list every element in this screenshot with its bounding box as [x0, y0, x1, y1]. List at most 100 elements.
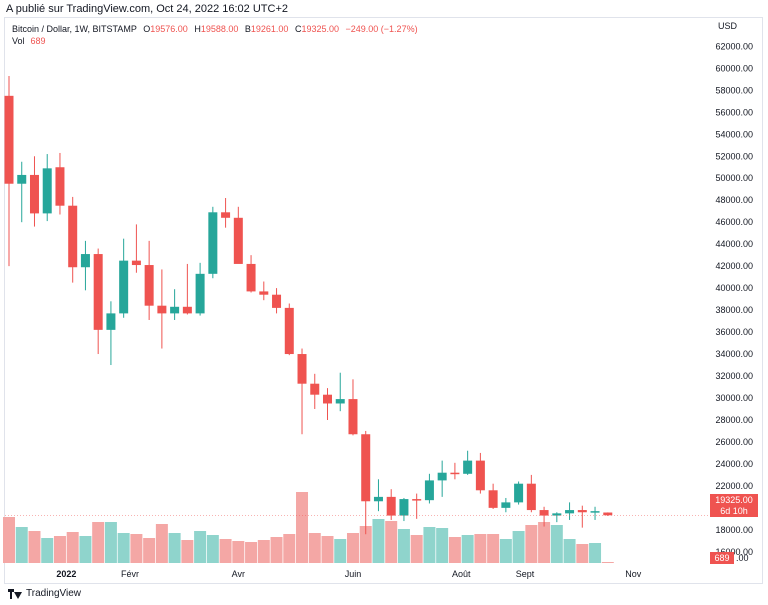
- volume-bar: [79, 536, 92, 563]
- volume-bar: [194, 531, 207, 563]
- price-tick-label: 24000.00: [715, 459, 753, 469]
- price-tick-label: 36000.00: [715, 327, 753, 337]
- volume-bar: [168, 533, 181, 563]
- price-tick-label: 30000.00: [715, 393, 753, 403]
- symbol-label: Bitcoin / Dollar, 1W, BITSTAMP: [12, 24, 137, 34]
- tradingview-logo-icon: [8, 588, 22, 599]
- open-value: 19576.00: [150, 24, 188, 34]
- brand-name: TradingView: [26, 588, 82, 599]
- low-value: 19261.00: [250, 24, 289, 34]
- currency-label: USD: [718, 21, 738, 31]
- volume-bar: [143, 538, 156, 563]
- volume-bar: [28, 531, 41, 563]
- candle-body: [399, 499, 409, 516]
- volume-bar: [346, 533, 359, 563]
- candle-body: [157, 305, 167, 314]
- volume-bar: [512, 531, 525, 563]
- volume-bar: [563, 539, 576, 563]
- price-tick-label: 44000.00: [715, 239, 753, 249]
- candle-body: [55, 167, 65, 206]
- candle-body: [323, 394, 332, 404]
- volume-bar: [589, 543, 602, 563]
- candle-body: [68, 205, 78, 268]
- time-tick-label: 2022: [56, 569, 76, 579]
- bar-countdown: 6d 10h: [720, 506, 748, 516]
- volume-bar: [232, 541, 245, 563]
- volume-bar: [270, 537, 283, 563]
- candle-body: [42, 168, 52, 214]
- time-tick-label: Févr: [121, 569, 139, 579]
- candle-body: [284, 307, 294, 355]
- volume-bar: [385, 521, 398, 563]
- volume-label: Vol: [12, 36, 25, 46]
- candle-body: [106, 313, 116, 330]
- price-tick-label: 46000.00: [715, 217, 753, 227]
- time-tick-label: Août: [452, 569, 471, 579]
- candle-body: [475, 460, 485, 491]
- candle-body: [437, 472, 447, 481]
- candle-body: [603, 512, 613, 516]
- change-value: −249.00 (−1.27%): [345, 24, 418, 34]
- ohlc-legend: Bitcoin / Dollar, 1W, BITSTAMP O19576.00…: [12, 24, 418, 34]
- price-tick-label: 32000.00: [715, 371, 753, 381]
- candle-body: [310, 383, 320, 395]
- price-tick-label: 38000.00: [715, 305, 753, 315]
- volume-bar: [155, 524, 168, 563]
- volume-bar: [372, 519, 385, 563]
- volume-bar: [66, 532, 79, 563]
- price-tick-label: 56000.00: [715, 107, 753, 117]
- candle-body: [297, 354, 307, 384]
- volume-bar: [487, 534, 500, 563]
- candle-body: [233, 217, 243, 264]
- candle-body: [361, 434, 371, 502]
- candle-body: [526, 483, 536, 511]
- volume-bar: [3, 517, 15, 563]
- candle-body: [119, 260, 129, 314]
- candle-body: [488, 490, 498, 508]
- volume-bar: [321, 536, 334, 563]
- volume-bar: [448, 537, 461, 563]
- price-tick-label: 16000.00: [715, 547, 753, 557]
- candle-bodies: [4, 95, 613, 516]
- volume-bar: [525, 525, 538, 563]
- volume-bar: [308, 533, 321, 563]
- volume-bar: [206, 535, 219, 563]
- high-label: H: [194, 24, 201, 34]
- time-tick-label: Nov: [625, 569, 642, 579]
- time-tick-label: Sept: [516, 569, 535, 579]
- candle-body: [424, 480, 434, 501]
- volume-bar: [601, 562, 614, 563]
- volume-bar: [461, 535, 474, 563]
- price-tick-label: 42000.00: [715, 261, 753, 271]
- volume-bar: [257, 540, 270, 563]
- volume-tag-value: 689: [714, 553, 729, 563]
- candle-body: [335, 399, 345, 404]
- candle-body: [552, 513, 562, 516]
- volume-bar: [423, 527, 436, 563]
- volume-legend: Vol 689: [12, 36, 46, 46]
- volume-bar: [359, 526, 372, 563]
- published-header: A publié sur TradingView.com, Oct 24, 20…: [6, 3, 288, 15]
- volume-bars: [3, 492, 614, 563]
- candle-body: [170, 306, 180, 314]
- chart-frame: [4, 17, 763, 584]
- volume-bar: [283, 534, 296, 563]
- candle-body: [463, 460, 473, 474]
- volume-bar: [334, 539, 347, 563]
- volume-bar: [436, 528, 449, 563]
- high-value: 19588.00: [200, 24, 239, 34]
- open-label: O: [143, 24, 151, 34]
- price-tick-label: 54000.00: [715, 129, 753, 139]
- candle-body: [450, 472, 460, 475]
- volume-bar: [117, 533, 130, 563]
- volume-bar: [499, 539, 512, 563]
- price-tick-label: 48000.00: [715, 195, 753, 205]
- volume-bar: [219, 539, 232, 563]
- candle-body: [373, 496, 383, 502]
- volume-bar: [15, 527, 28, 563]
- candle-body: [221, 212, 231, 218]
- footer-brand[interactable]: TradingView: [8, 588, 81, 599]
- close-label: C: [294, 24, 302, 34]
- candle-body: [272, 294, 282, 308]
